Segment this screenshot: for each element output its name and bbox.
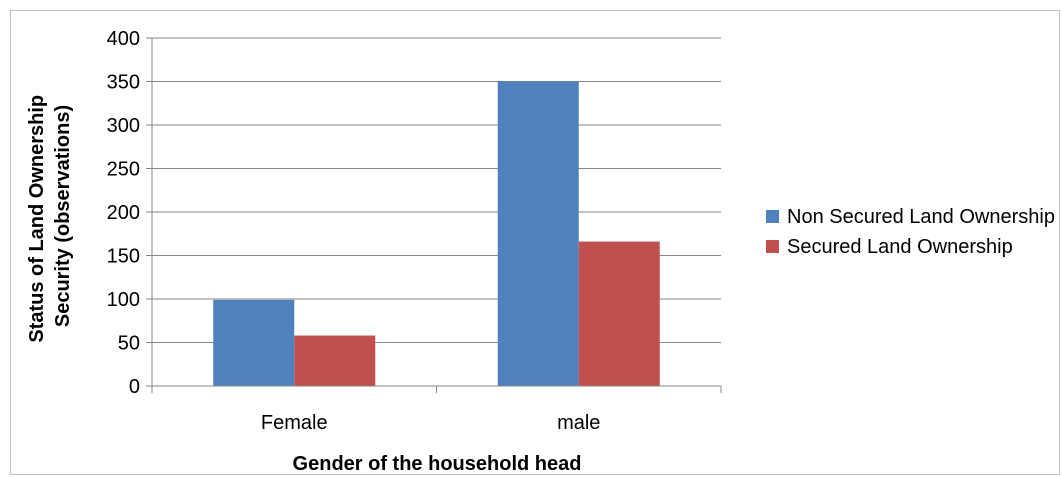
bars [213, 81, 660, 386]
y-tick-label: 0 [129, 376, 140, 398]
y-tick-label: 350 [107, 72, 140, 94]
bar-female-non-secured [213, 299, 295, 386]
legend-swatch-non-secured [766, 210, 779, 223]
y-tick-label: 50 [118, 333, 140, 355]
bar-male-secured [578, 241, 660, 386]
bar-female-secured [294, 335, 376, 386]
y-axis-title-line-1: Status of Land Ownership [26, 95, 48, 343]
legend: Non Secured Land Ownership Secured Land … [766, 203, 1056, 263]
legend-item-secured: Secured Land Ownership [766, 233, 1056, 261]
y-tick-label: 150 [107, 246, 140, 268]
y-axis-title: Status of Land Ownership Security (obser… [26, 89, 74, 342]
legend-swatch-secured [766, 240, 779, 253]
y-tick-label: 250 [107, 159, 140, 181]
x-tick-label: Female [261, 412, 328, 434]
axes [146, 37, 722, 393]
y-tick-label: 300 [107, 115, 140, 137]
x-tick-labels: Female male [261, 412, 601, 434]
y-axis-title-line-2: Security (observations) [52, 105, 74, 327]
x-axis-title: Gender of the household head [293, 453, 582, 475]
y-tick-label: 200 [107, 202, 140, 224]
legend-item-non-secured: Non Secured Land Ownership [766, 203, 1056, 231]
y-tick-label: 400 [107, 28, 140, 50]
bar-male-non-secured [497, 81, 579, 386]
x-tick-label: male [557, 412, 600, 434]
y-tick-labels: 0 50 100 150 200 250 300 350 400 [107, 28, 140, 398]
y-tick-label: 100 [107, 289, 140, 311]
legend-label-non-secured: Non Secured Land Ownership [787, 206, 1055, 228]
legend-label-secured: Secured Land Ownership [787, 236, 1013, 258]
